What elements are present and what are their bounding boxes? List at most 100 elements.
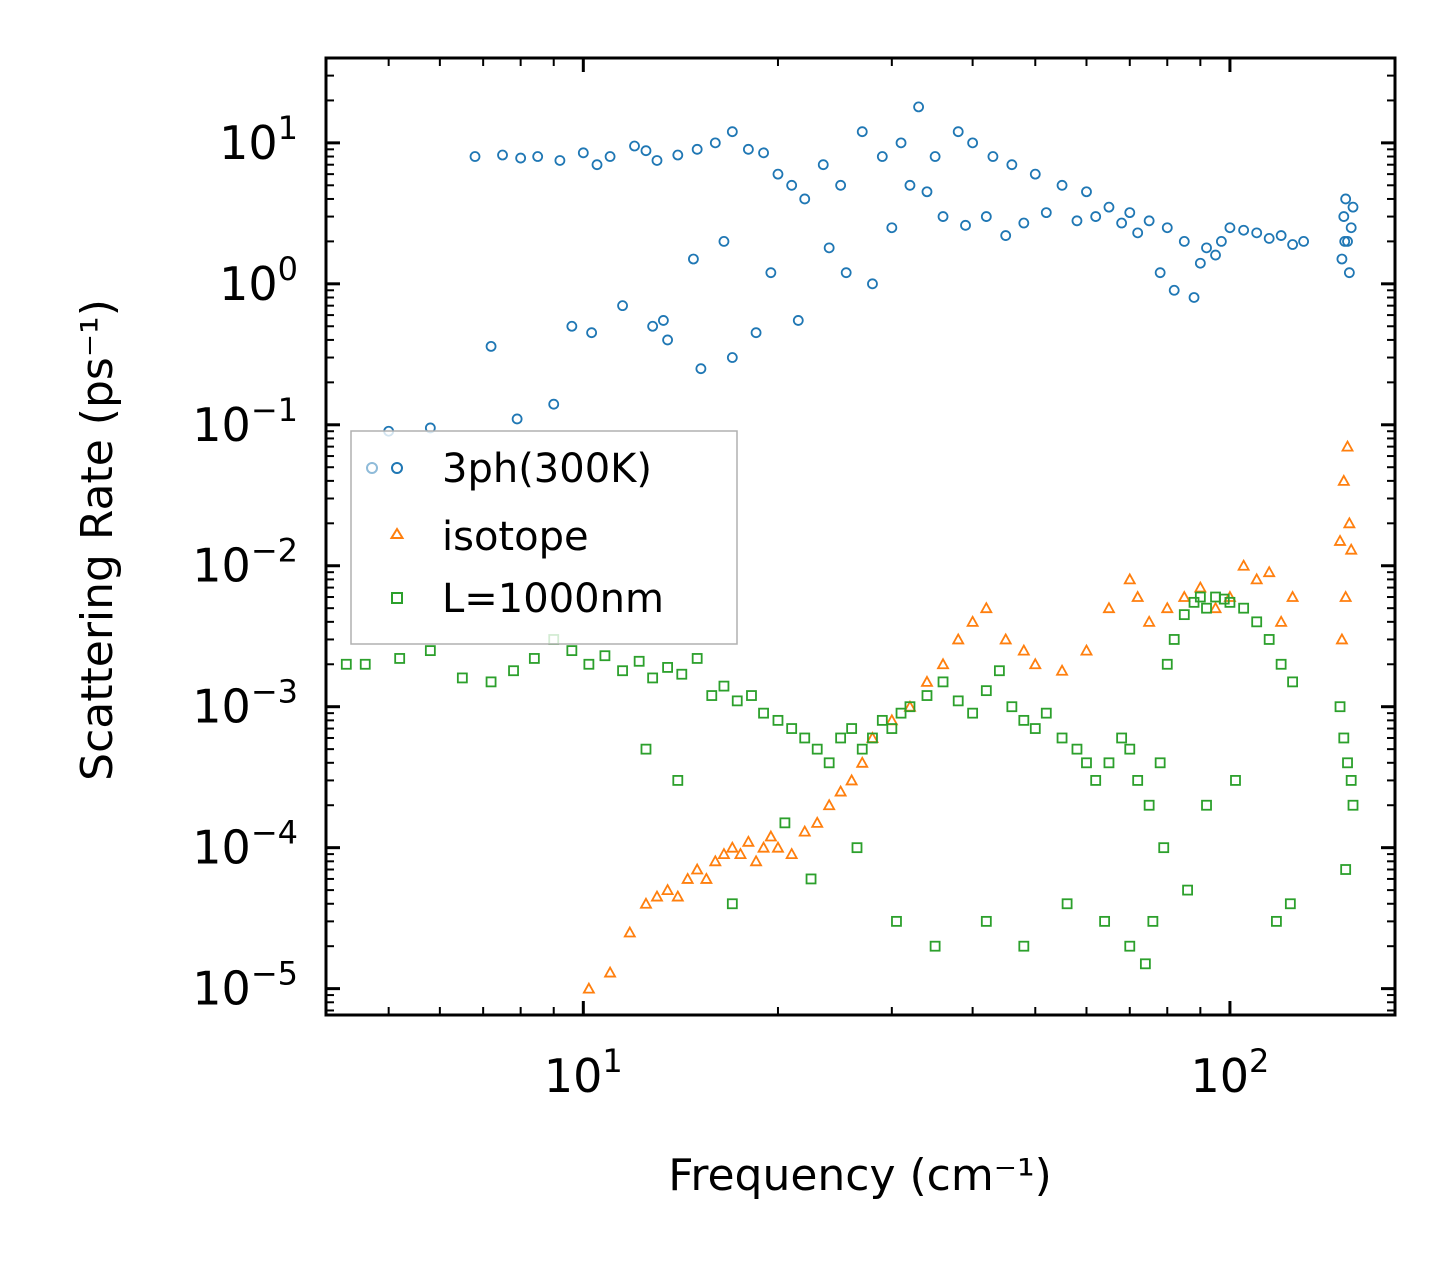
data-point-circle [1338, 211, 1350, 222]
y-tick-label: 100 [219, 250, 298, 311]
data-point-circle [1201, 242, 1212, 254]
data-point-square [886, 723, 898, 734]
y-tick-labels: 10−5 10−4 10−3 10−2 10−1 100 101 [192, 109, 298, 1016]
data-point-square [786, 723, 798, 734]
data-point-triangle [785, 847, 799, 860]
legend-marker-circle [391, 462, 403, 474]
data-point-square [1182, 884, 1193, 896]
data-point-triangle [885, 713, 899, 726]
data-point-circle [904, 179, 916, 191]
data-point-triangle [1237, 558, 1251, 571]
data-point-circle [840, 267, 852, 279]
legend-label-boundary: L=1000nm [442, 576, 664, 622]
data-point-circle [967, 137, 979, 149]
data-point-circle [511, 413, 523, 425]
data-point-square [1238, 602, 1250, 614]
data-point-triangle [1028, 657, 1042, 670]
data-point-circle [662, 334, 673, 346]
data-point-circle [835, 179, 847, 191]
axis-ticks [325, 57, 1395, 1015]
data-point-square [1345, 775, 1357, 786]
data-point-square [691, 653, 703, 664]
data-point-circle [1178, 235, 1190, 247]
data-point-triangle [725, 840, 739, 853]
data-point-circle [1339, 235, 1351, 247]
data-point-circle [929, 151, 941, 162]
data-point-triangle [733, 847, 747, 860]
data-point-circle [691, 143, 703, 155]
data-point-square [1168, 634, 1180, 645]
data-point-triangle [1250, 572, 1264, 585]
data-point-circle [1340, 193, 1352, 205]
data-point-triangle [650, 889, 664, 902]
data-point-square [1090, 775, 1102, 786]
data-point-circle [591, 159, 603, 171]
data-point-square [1147, 915, 1159, 927]
data-point-triangle [771, 840, 785, 853]
data-point-circle [1188, 292, 1200, 303]
data-points-layer [340, 101, 1359, 994]
data-point-triangle [603, 965, 617, 978]
data-point-square [846, 723, 858, 734]
data-point-circle [1168, 284, 1180, 296]
data-point-square [424, 645, 436, 657]
data-point-triangle [1286, 590, 1300, 602]
data-point-square [706, 690, 718, 701]
data-point-circle [566, 320, 578, 332]
data-point-triangle [1340, 439, 1355, 452]
data-point-circle [577, 147, 589, 159]
legend-marker-square [391, 592, 403, 604]
data-point-square [1061, 898, 1073, 910]
data-point-triangle [1223, 590, 1237, 602]
data-point-square [1071, 743, 1083, 755]
data-point-circle [658, 315, 669, 326]
data-point-circle [726, 126, 738, 138]
y-tick-label: 10−4 [192, 814, 298, 875]
data-point-square [676, 668, 688, 680]
plot-frame [324, 56, 1397, 1017]
data-point-square [895, 707, 907, 719]
data-point-square [1334, 701, 1346, 713]
y-tick-label: 101 [219, 109, 298, 170]
data-point-circle [1071, 215, 1083, 227]
data-point-square [929, 940, 941, 952]
data-point-square [921, 690, 933, 701]
data-point-triangle [798, 824, 812, 837]
data-point-triangle [764, 829, 778, 842]
data-point-triangle [936, 657, 950, 670]
data-point-square [805, 873, 817, 885]
data-point-square [904, 701, 916, 713]
data-point-circle [1263, 233, 1275, 244]
data-point-triangle [749, 854, 763, 867]
data-point-triangle [1131, 590, 1145, 602]
data-point-square [485, 676, 497, 688]
data-point-circle [604, 151, 616, 162]
data-point-circle [497, 149, 508, 161]
data-point-square [811, 743, 823, 755]
data-point-circle [895, 137, 907, 149]
data-point-square [1116, 732, 1128, 744]
data-point-square [359, 658, 371, 670]
data-point-square [876, 714, 888, 726]
data-point-circle [1298, 235, 1310, 247]
data-point-square [1158, 842, 1170, 854]
data-point-square [672, 775, 684, 786]
data-point-circle [987, 151, 999, 162]
data-point-square [823, 757, 835, 769]
data-point-square [528, 653, 540, 664]
y-tick-label: 10−1 [192, 391, 298, 452]
data-point-square [856, 743, 868, 755]
data-point-square [967, 707, 979, 719]
data-point-square [1287, 676, 1298, 688]
data-point-square [1040, 707, 1052, 719]
data-point-triangle [671, 889, 685, 902]
x-tick-label: 101 [544, 1042, 623, 1103]
data-point-square [993, 665, 1005, 677]
data-point-square [1201, 799, 1212, 811]
data-point-circle [750, 327, 762, 339]
data-point-circle [1238, 224, 1250, 236]
data-point-triangle [1342, 516, 1356, 529]
data-point-triangle [1055, 663, 1069, 676]
data-point-square [1340, 864, 1352, 875]
data-point-circle [1347, 201, 1359, 213]
